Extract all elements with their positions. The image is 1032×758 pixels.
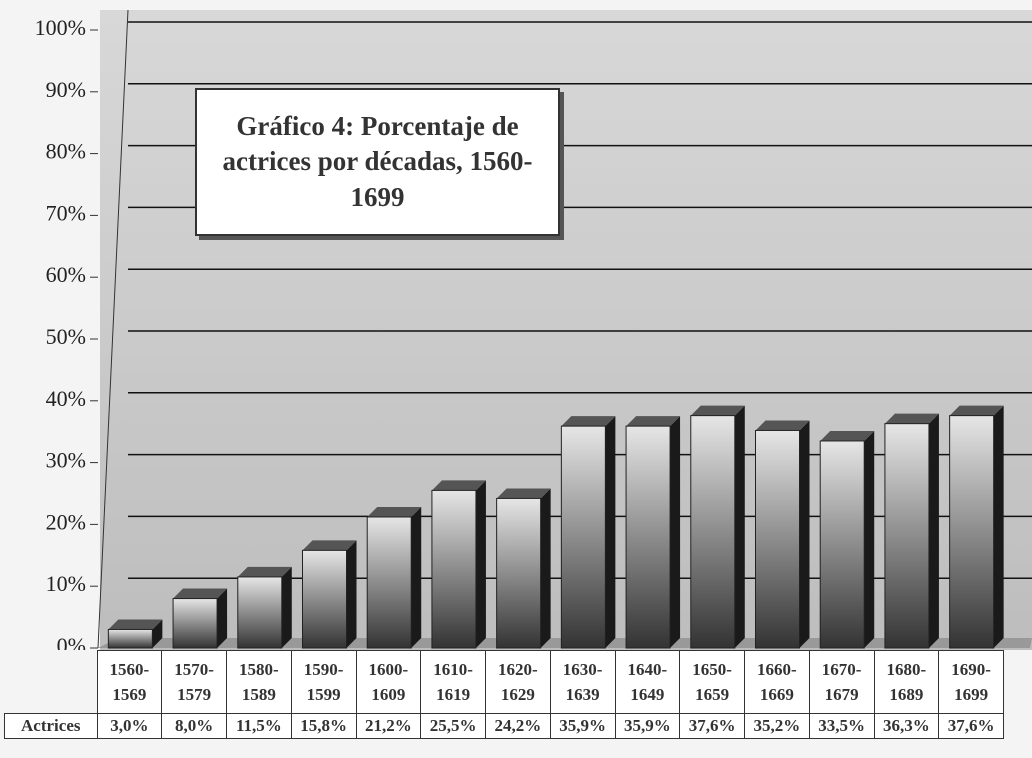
bar — [496, 497, 542, 649]
bar-top — [496, 488, 551, 499]
bar-top — [626, 416, 681, 427]
bar — [754, 429, 801, 649]
bar-side — [928, 413, 939, 648]
bar — [884, 423, 930, 649]
category-label: 1640-1649 — [614, 650, 681, 714]
value-label: 24,2% — [485, 713, 551, 739]
bar-top — [108, 619, 163, 630]
category-label: 1670-1679 — [808, 650, 875, 714]
bar-side — [281, 566, 292, 648]
bar-side — [411, 506, 422, 648]
value-label: 37,6% — [679, 713, 745, 739]
bar — [237, 576, 283, 649]
bar-top — [690, 405, 745, 416]
category-label: 1600-1609 — [355, 650, 422, 714]
category-label: 1660-1669 — [744, 650, 810, 714]
bar-top — [173, 588, 228, 599]
value-label: 35,9% — [549, 713, 616, 739]
bar-top — [820, 430, 875, 441]
bar-side — [734, 405, 745, 648]
category-label: 1680-1689 — [873, 650, 940, 714]
value-label: 35,2% — [744, 713, 810, 739]
value-label: 25,5% — [420, 713, 486, 739]
category-label: 1560-1569 — [96, 650, 163, 714]
category-label: 1570-1579 — [161, 650, 227, 714]
y-axis — [97, 9, 129, 649]
category-label: 1650-1659 — [679, 650, 745, 714]
y-tick-label: 30% — [46, 448, 86, 473]
chart: 0% 10% 20% 30% 40% 50% 60% 70% 80% 90% 100% — [35, 9, 1032, 650]
category-label: 1590-1599 — [290, 650, 357, 714]
bar — [107, 628, 153, 649]
bar-top — [949, 405, 1004, 416]
value-label: 8,0% — [161, 713, 227, 739]
bar — [301, 549, 348, 649]
bar-side — [540, 488, 551, 648]
bar-side — [993, 405, 1004, 648]
category-label: 1580-1589 — [226, 650, 292, 714]
bar-side — [217, 588, 228, 648]
value-label: 35,9% — [614, 713, 681, 739]
bar-side — [864, 430, 875, 648]
bar — [819, 440, 865, 649]
value-label: 36,3% — [873, 713, 940, 739]
value-label: 33,5% — [808, 713, 875, 739]
y-tick-label: 50% — [46, 324, 86, 349]
bar-top — [237, 566, 292, 577]
bar — [431, 489, 477, 649]
bar-side — [475, 480, 486, 648]
value-label: 15,8% — [290, 713, 357, 739]
value-label: 21,2% — [355, 713, 422, 739]
category-label: 1620-1629 — [485, 650, 551, 714]
y-tick-label: 70% — [46, 200, 86, 225]
bar — [560, 425, 606, 649]
y-tick-label: 60% — [46, 262, 86, 287]
value-label: 3,0% — [96, 713, 163, 739]
bar-side — [346, 540, 357, 648]
value-label: 11,5% — [226, 713, 292, 739]
bar — [690, 415, 736, 649]
bar-side — [799, 420, 810, 648]
category-label: 1630-1639 — [549, 650, 616, 714]
bar-top — [431, 480, 486, 491]
category-label: 1610-1619 — [420, 650, 486, 714]
bar — [366, 516, 412, 649]
bar-top — [755, 420, 810, 431]
data-table: 1560-1569 1570-1579 1580-1589 1590-1599 1600… — [4, 650, 1004, 739]
bar — [625, 425, 671, 649]
y-tick-label: 40% — [46, 386, 86, 411]
y-tick-label: 0% — [57, 633, 86, 650]
bar-top — [884, 413, 939, 424]
y-tick-label: 20% — [46, 509, 86, 534]
bar-top — [367, 506, 422, 517]
y-tick-label: 100% — [35, 15, 86, 40]
bar-side — [605, 416, 616, 648]
y-tick-label: 10% — [46, 571, 86, 596]
value-label: 37,6% — [938, 713, 1004, 739]
y-tick-label: 80% — [46, 139, 86, 164]
bar-top — [561, 416, 616, 427]
bar — [172, 598, 218, 649]
bar-top — [302, 540, 357, 551]
bar-side — [670, 416, 681, 648]
bar — [949, 415, 995, 649]
chart-title: Gráfico 4: Porcentaje de actrices por dé… — [195, 88, 560, 236]
y-tick-label: 90% — [46, 77, 86, 102]
bar-side — [152, 619, 163, 648]
series-name: Actrices — [4, 713, 98, 739]
category-label: 1690-1699 — [938, 650, 1004, 714]
